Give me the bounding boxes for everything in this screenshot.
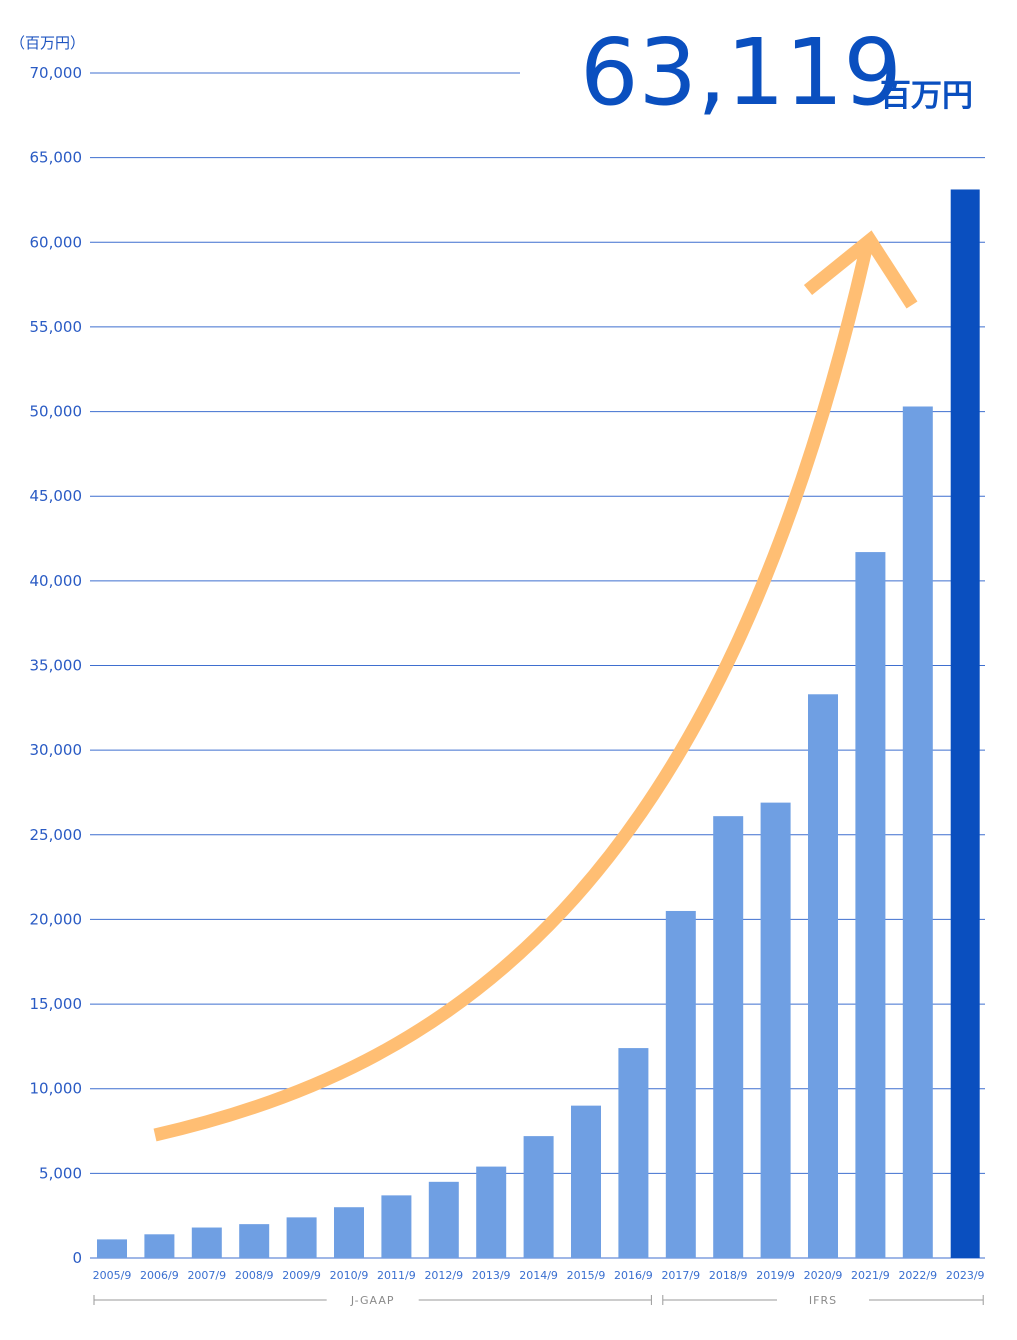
accounting-periods: J-GAAP IFRS <box>93 1294 984 1307</box>
bar-2011-9 <box>381 1195 412 1258</box>
y-tick-label: 65,000 <box>30 149 83 167</box>
y-tick-label: 20,000 <box>30 910 83 928</box>
x-tick-labels: 2005/9 2006/9 2007/9 2008/9 2009/9 2010/9 2011… <box>93 1269 985 1282</box>
x-tick-label: 2017/9 <box>661 1269 700 1282</box>
x-tick-label: 2007/9 <box>187 1269 226 1282</box>
y-tick-label: 30,000 <box>30 741 83 759</box>
bar-2008-9 <box>239 1224 270 1258</box>
bar-2006-9 <box>144 1234 175 1258</box>
x-tick-label: 2016/9 <box>614 1269 653 1282</box>
y-tick-label: 40,000 <box>30 572 83 590</box>
bar-2022-9 <box>902 406 933 1258</box>
y-tick-label: 10,000 <box>30 1080 83 1098</box>
y-tick-label: 15,000 <box>30 995 83 1013</box>
x-tick-label: 2005/9 <box>93 1269 132 1282</box>
bar-2013-9 <box>476 1166 507 1258</box>
period-bracket: J-GAAP <box>93 1294 652 1307</box>
gridlines <box>90 72 985 1259</box>
bar-2018-9 <box>713 816 744 1258</box>
bar-2016-9 <box>618 1048 649 1258</box>
bar-2010-9 <box>334 1207 364 1258</box>
y-tick-label: 45,000 <box>30 487 83 505</box>
y-tick-label: 35,000 <box>30 657 83 675</box>
x-tick-label: 2014/9 <box>519 1269 558 1282</box>
bar-2017-9 <box>665 910 696 1258</box>
x-tick-label: 2015/9 <box>567 1269 606 1282</box>
highlight-unit: 百万円 <box>880 78 973 114</box>
x-tick-label: 2021/9 <box>851 1269 890 1282</box>
bar-2007-9 <box>191 1227 222 1258</box>
bar-2019-9 <box>760 802 791 1258</box>
y-tick-label: 5,000 <box>39 1164 82 1182</box>
y-tick-label: 70,000 <box>30 64 83 82</box>
y-tick-label: 25,000 <box>30 826 83 844</box>
y-tick-label: 60,000 <box>30 233 83 251</box>
bar-2020-9 <box>808 694 838 1258</box>
y-tick-label: 55,000 <box>30 318 83 336</box>
x-tick-label: 2020/9 <box>804 1269 843 1282</box>
highlight-value: 63,119 <box>580 19 902 126</box>
y-tick-labels: 0 5,000 10,000 15,000 20,000 25,000 30,000 35,0… <box>30 64 83 1267</box>
x-tick-label: 2013/9 <box>472 1269 511 1282</box>
period-label: J-GAAP <box>350 1294 395 1307</box>
bars <box>97 189 980 1259</box>
x-tick-label: 2011/9 <box>377 1269 416 1282</box>
x-tick-label: 2018/9 <box>709 1269 748 1282</box>
x-tick-label: 2006/9 <box>140 1269 179 1282</box>
period-bracket: IFRS <box>662 1294 984 1307</box>
bar-2005-9 <box>97 1239 127 1258</box>
bar-2023-9 <box>950 189 980 1259</box>
x-tick-label: 2010/9 <box>330 1269 369 1282</box>
x-tick-label: 2012/9 <box>424 1269 463 1282</box>
bar-2021-9 <box>855 552 886 1258</box>
x-tick-label: 2022/9 <box>898 1269 937 1282</box>
growth-arrow-icon <box>153 238 875 1142</box>
arrow-head-icon <box>803 230 918 309</box>
x-tick-label: 2008/9 <box>235 1269 274 1282</box>
bar-2015-9 <box>571 1105 601 1258</box>
x-tick-label: 2019/9 <box>756 1269 795 1282</box>
y-unit-label: （百万円） <box>10 34 85 52</box>
x-tick-label: 2009/9 <box>282 1269 321 1282</box>
x-tick-label: 2023/9 <box>946 1269 985 1282</box>
bar-2014-9 <box>523 1136 554 1258</box>
bar-2012-9 <box>428 1181 459 1258</box>
y-tick-label: 50,000 <box>30 403 83 421</box>
y-tick-label: 0 <box>72 1249 82 1267</box>
period-label: IFRS <box>809 1294 837 1307</box>
bar-2009-9 <box>286 1217 317 1258</box>
